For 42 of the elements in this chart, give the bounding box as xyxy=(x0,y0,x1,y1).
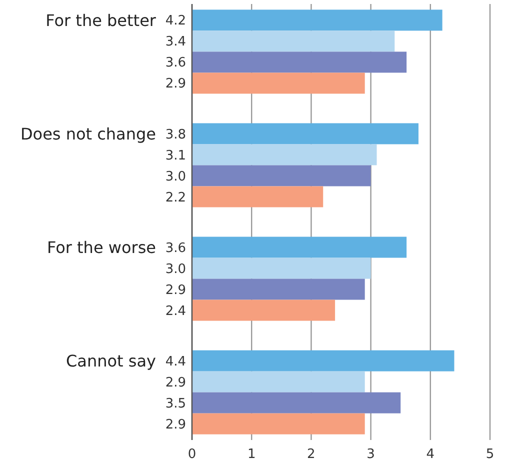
y-tick-label: Cannot say xyxy=(66,351,156,370)
data-label: 3.5 xyxy=(165,396,186,412)
data-label: 4.4 xyxy=(165,354,186,370)
bar xyxy=(192,186,324,208)
x-tick-label: 2 xyxy=(307,447,316,462)
bar xyxy=(192,413,365,434)
bar xyxy=(192,165,371,186)
data-label: 3.1 xyxy=(165,148,186,164)
data-label: 2.4 xyxy=(165,304,186,319)
bar xyxy=(192,144,377,166)
bar xyxy=(192,52,407,73)
x-tick-label: 1 xyxy=(247,447,256,462)
bar xyxy=(192,10,442,31)
y-tick-label: For the worse xyxy=(46,238,156,257)
bar xyxy=(192,258,371,279)
x-tick-label: 4 xyxy=(426,447,435,462)
data-label: 3.4 xyxy=(165,34,186,50)
bar xyxy=(192,72,365,94)
data-label: 3.6 xyxy=(165,240,186,256)
bar xyxy=(192,30,395,52)
data-label: 3.0 xyxy=(165,169,186,184)
y-tick-label: For the better xyxy=(46,10,156,30)
x-tick-label: 3 xyxy=(366,447,375,462)
data-label: 2.9 xyxy=(165,76,186,92)
y-tick-label: Does not change xyxy=(20,124,156,144)
x-tick-label: 5 xyxy=(486,447,494,462)
x-tick-label: 0 xyxy=(188,447,196,462)
bar xyxy=(192,371,365,392)
bar xyxy=(192,300,336,321)
bar xyxy=(192,236,407,258)
data-label: 2.2 xyxy=(165,190,186,206)
data-label: 2.9 xyxy=(165,282,186,298)
data-label: 2.9 xyxy=(165,375,186,390)
bar xyxy=(192,350,454,372)
bar xyxy=(192,278,365,300)
data-label: 2.9 xyxy=(165,417,186,432)
bar xyxy=(192,123,418,144)
data-label: 3.6 xyxy=(165,56,186,71)
data-label: 3.0 xyxy=(165,262,186,277)
data-label: 3.8 xyxy=(165,127,186,142)
bar xyxy=(192,392,401,414)
data-label: 4.2 xyxy=(165,14,186,29)
